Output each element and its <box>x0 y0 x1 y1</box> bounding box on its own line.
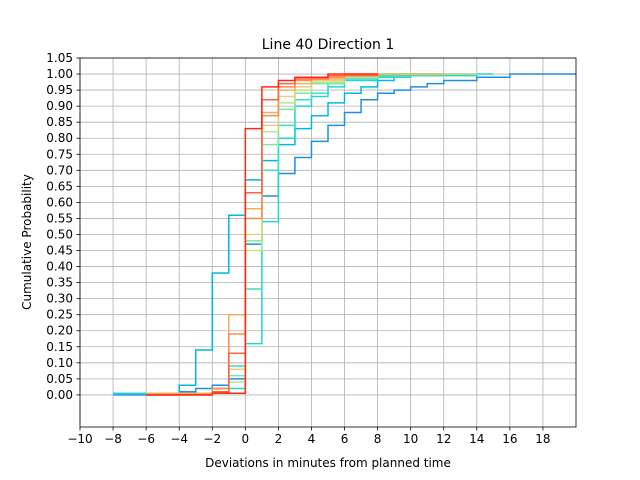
x-tick-label: −8 <box>104 432 122 446</box>
y-tick-label: 0.10 <box>46 356 73 370</box>
x-tick-label: 10 <box>403 432 418 446</box>
chart-title: Line 40 Direction 1 <box>262 37 395 53</box>
y-tick-label: 0.65 <box>46 179 73 193</box>
series-line-1 <box>113 73 576 396</box>
plot-frame <box>79 57 577 428</box>
x-tick-label: −2 <box>203 432 221 446</box>
x-tick-label: −6 <box>137 432 155 446</box>
x-axis-label: Deviations in minutes from planned time <box>205 456 451 470</box>
y-tick-label: 0.50 <box>46 227 73 241</box>
y-tick-label: 0.90 <box>46 99 73 113</box>
x-tick-label: −4 <box>170 432 188 446</box>
y-tick-label: 0.25 <box>46 308 73 322</box>
y-axis-label: Cumulative Probability <box>20 174 34 310</box>
y-tick-label: 0.80 <box>46 131 73 145</box>
series-group <box>113 73 576 396</box>
y-tick-label: 0.60 <box>46 195 73 209</box>
x-tick-label: −10 <box>67 432 92 446</box>
y-tick-label: 0.75 <box>46 147 73 161</box>
y-tick-label: 0.20 <box>46 324 73 338</box>
x-tick-label: 0 <box>242 432 250 446</box>
series-line-3 <box>113 73 494 395</box>
y-tick-label: 0.30 <box>46 292 73 306</box>
x-tick-label: 18 <box>535 432 550 446</box>
x-tick-label: 8 <box>374 432 382 446</box>
x-tick-label: 2 <box>275 432 283 446</box>
x-tick-label: 6 <box>341 432 349 446</box>
x-axis: −10 −8 −6 −4 −2 0 2 4 6 8 10 12 14 16 18 <box>67 427 551 446</box>
y-tick-label: 0.45 <box>46 244 73 258</box>
y-tick-label: 0.00 <box>46 388 73 402</box>
x-tick-label: 16 <box>502 432 517 446</box>
x-tick-label: 14 <box>469 432 484 446</box>
y-tick-label: 0.95 <box>46 83 73 97</box>
y-tick-label: 0.35 <box>46 276 73 290</box>
y-tick-label: 0.40 <box>46 260 73 274</box>
y-tick-label: 0.85 <box>46 115 73 129</box>
series-line-2 <box>113 73 477 395</box>
series-line-11 <box>146 73 378 396</box>
y-tick-label: 0.15 <box>46 340 73 354</box>
y-tick-label: 0.05 <box>46 372 73 386</box>
x-tick-label: 4 <box>308 432 316 446</box>
y-tick-label: 1.05 <box>46 51 73 65</box>
y-tick-label: 1.00 <box>46 67 73 81</box>
y-tick-label: 0.55 <box>46 211 73 225</box>
grid <box>79 57 576 427</box>
y-tick-label: 0.70 <box>46 163 73 177</box>
x-tick-label: 12 <box>436 432 451 446</box>
y-axis: 0.00 0.05 0.10 0.15 0.20 0.25 0.30 0.35 0.40 0.45… <box>46 51 80 402</box>
